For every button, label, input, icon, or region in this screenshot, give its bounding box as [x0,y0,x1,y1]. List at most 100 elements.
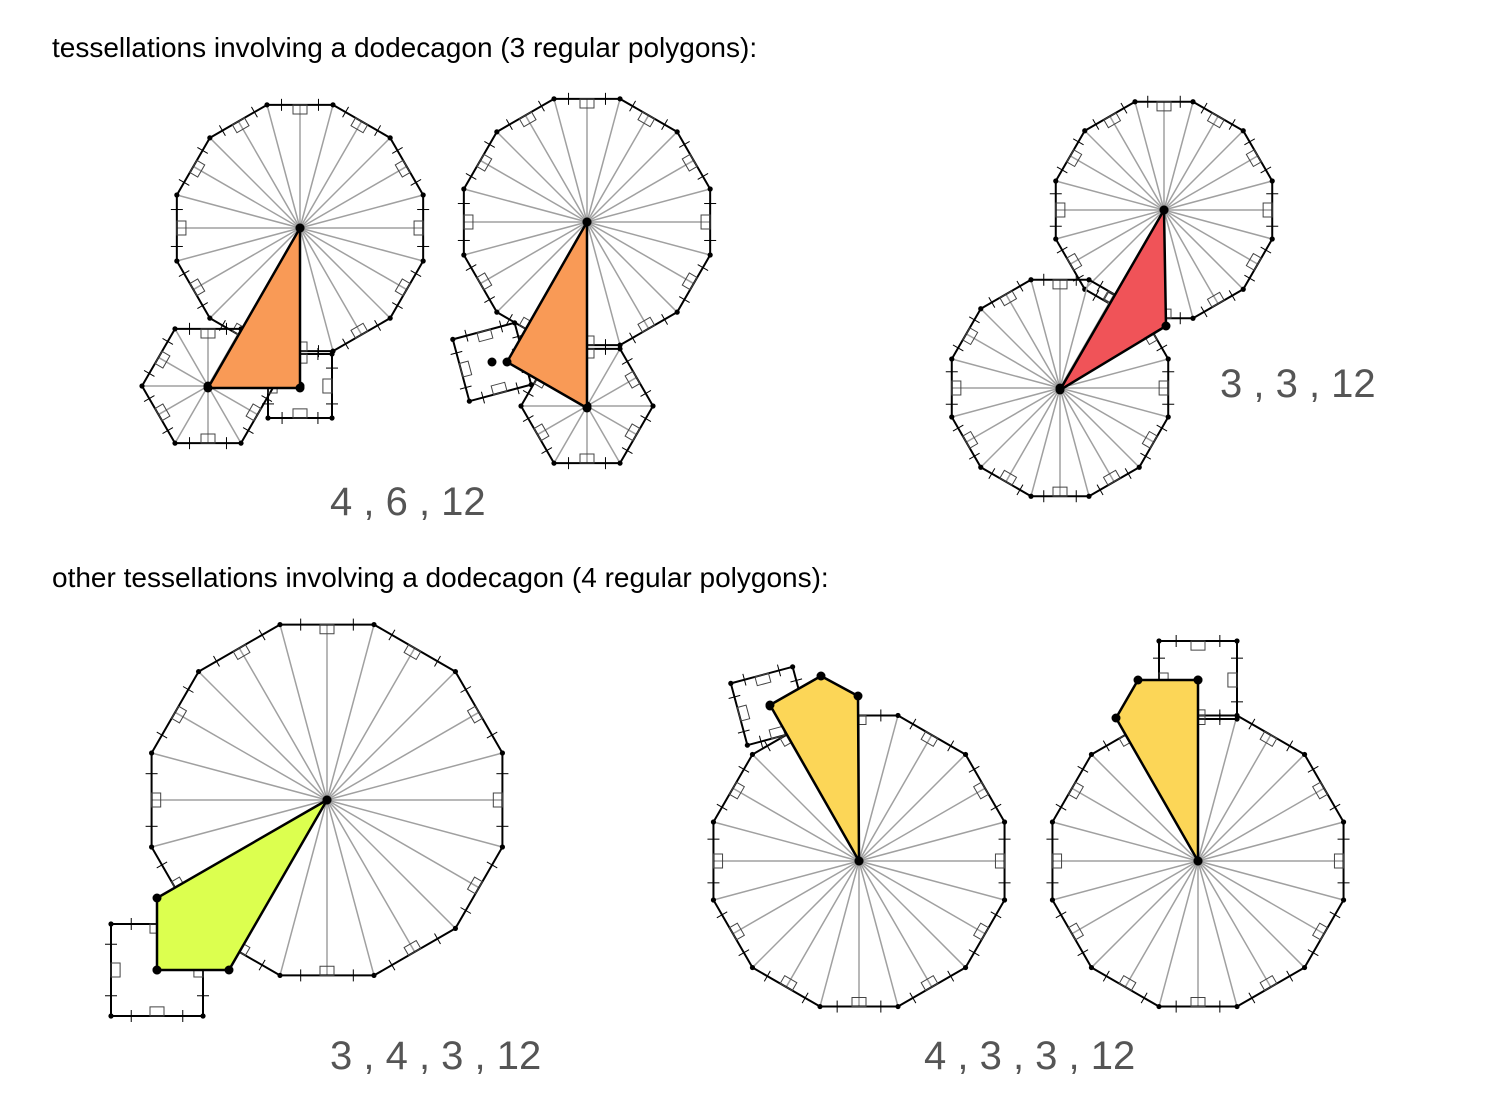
shape-vertex-dot [502,357,512,367]
fundamental-region-orange-b [505,220,589,410]
edge-tick [697,264,709,272]
edge-tick [621,447,633,455]
edge-tick [1102,970,1110,982]
edge-tick [952,344,964,352]
edge-tick [728,694,741,700]
vertex-dot [461,252,467,258]
vertex-dot [617,96,623,102]
vertex-dot [1340,819,1347,825]
spoke-line [279,624,328,801]
edge-tick [947,970,955,982]
vertex-dot [1053,178,1059,184]
vertex-dot [1001,819,1008,825]
spoke-line [1055,209,1165,240]
edge-tick [342,106,350,118]
apothem-line [1005,293,1061,389]
edge-tick [1140,452,1152,460]
spoke-line [326,752,503,801]
spoke-line [299,227,424,262]
spoke-line [176,194,301,229]
vertex-dot [420,192,426,198]
diagram-3-3-12 [945,95,1279,503]
spoke-line [819,860,860,1007]
spoke-line [326,799,503,848]
right-angle-mark [1262,202,1273,218]
diagram-4-6-12-a [139,98,430,450]
right-angle-mark [1259,730,1278,748]
edge-tick [1248,992,1256,1004]
spoke-line [713,860,860,901]
spoke-line [326,799,375,976]
edge-tick [484,296,496,304]
right-angle-mark [1245,149,1262,168]
edge-tick [968,316,980,324]
spoke-line [858,753,967,862]
edge-tick [1055,803,1067,811]
spoke-line [586,131,678,223]
edge-tick [1307,949,1319,957]
edge-tick [143,395,155,403]
center-dot [487,357,497,367]
edge-tick [1248,718,1256,730]
edge-tick [1200,102,1208,114]
vertex-dot [264,102,270,108]
spoke-line [951,358,1061,389]
spoke-line [326,799,456,929]
edge-tick [465,264,477,272]
apothem-line [1197,860,1272,988]
vertex-dot [1001,897,1008,903]
apothem-line [965,387,1061,443]
right-angle-mark [728,781,746,800]
shape-vertex-dot [765,700,775,710]
apothem-line [524,114,588,223]
edge-tick [258,629,266,641]
right-angle-mark [779,974,798,992]
heading-4-polygons: other tessellations involving a dodecago… [52,562,829,593]
right-angle-mark [624,370,641,389]
fundamental-region-orange-a [206,226,302,390]
right-angle-mark [292,408,308,419]
vertex-dot [1156,638,1162,644]
spoke-line [1084,130,1165,211]
edge-tick [1056,246,1068,254]
right-angle-mark [154,350,171,369]
label-3-3-12: 3 , 3 , 12 [1220,362,1376,406]
fundamental-region-yellow-a [768,674,861,863]
right-angle-mark [972,922,990,941]
apothem-line [732,787,860,862]
spoke-line [1090,753,1199,862]
apothem-line [1163,115,1219,211]
right-angle-mark [492,792,503,808]
shape-vertex-dot [224,965,234,975]
edge-tick [968,452,980,460]
edge-tick [988,468,996,480]
right-angle-mark [579,453,595,464]
apothem-line [1163,209,1219,305]
right-angle-mark [681,153,698,172]
right-angle-mark [476,272,493,291]
shape-vertex-dot [1193,675,1203,685]
edge-tick [522,415,534,423]
vertex-dot [174,192,180,198]
vertex-dot [551,96,557,102]
edge-tick [738,949,750,957]
apothem-line [1197,734,1272,862]
edge-tick [716,911,728,919]
edge-tick [486,861,498,869]
spoke-line [151,752,328,801]
spoke-line [751,753,860,862]
spoke-line [299,137,391,229]
spoke-line [586,221,711,256]
apothem-line [858,860,933,988]
right-angle-mark [851,996,867,1008]
edge-tick [716,803,728,811]
vertex-dot [452,668,459,675]
edge-tick [261,395,273,403]
spoke-line [586,98,621,223]
vertex-dot [172,440,178,446]
vertex-dot [195,668,202,675]
right-angle-mark [189,278,206,297]
edge-tick [629,100,637,112]
apothem-line [326,799,416,953]
right-angle-mark [1141,430,1158,449]
